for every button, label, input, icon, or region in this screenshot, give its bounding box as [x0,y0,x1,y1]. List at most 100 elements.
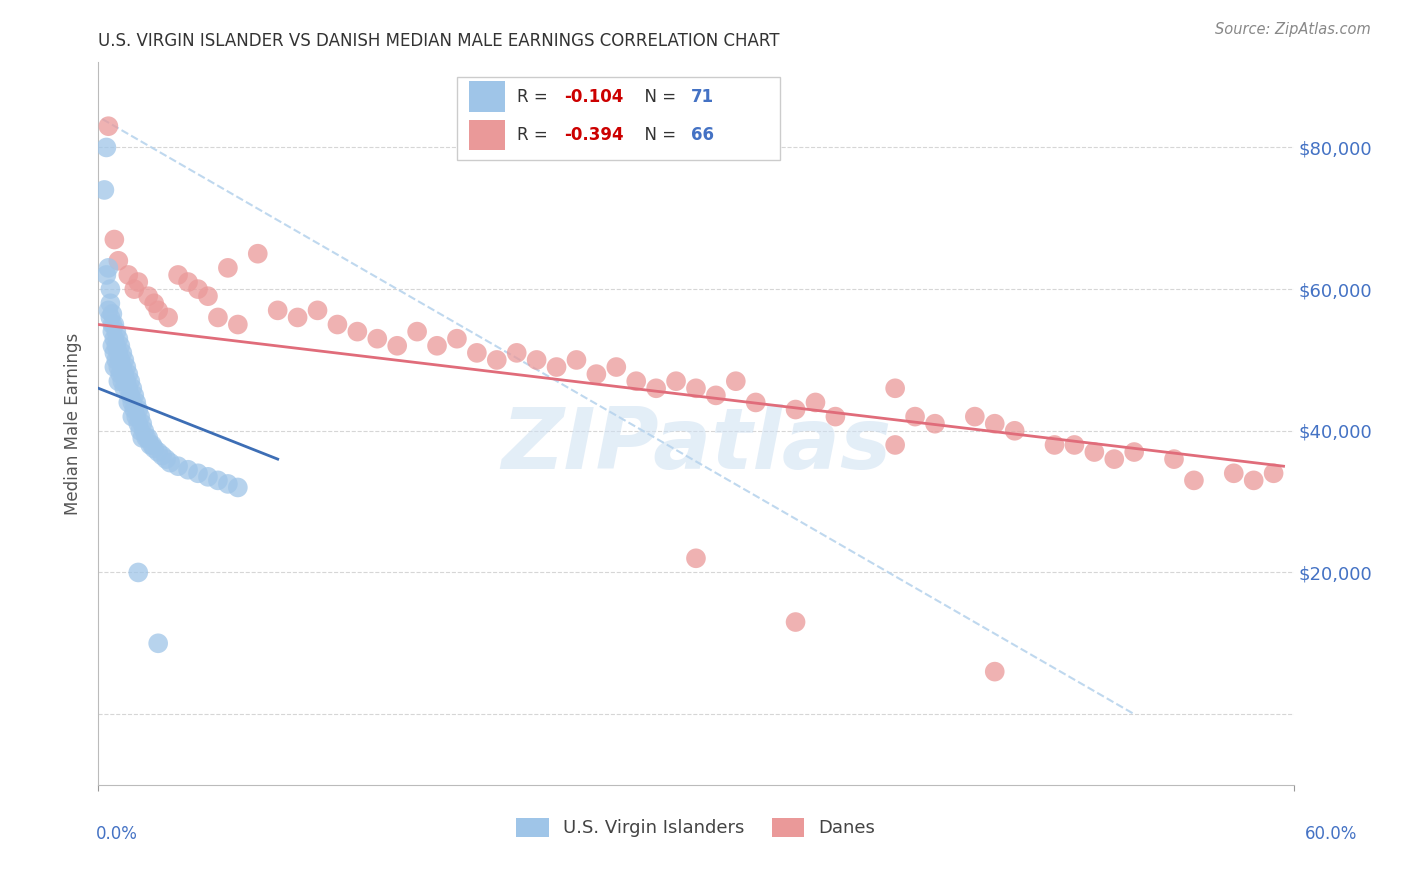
Point [605,359,627,374]
Text: ZIPatlas: ZIPatlas [501,404,891,487]
Point [103,318,125,332]
Point [111,374,134,388]
Point [155,452,177,467]
Text: 66: 66 [692,126,714,144]
Text: 71: 71 [692,87,714,105]
Point [143,296,166,310]
Point [135,431,157,445]
Point [1163,452,1185,467]
Point [197,289,219,303]
Text: N =: N = [634,126,681,144]
Point [1263,467,1285,481]
Text: R =: R = [517,87,553,105]
Point [98,282,122,296]
Point [120,388,142,402]
Text: U.S. VIRGIN ISLANDER VS DANISH MEDIAN MALE EARNINGS CORRELATION CHART: U.S. VIRGIN ISLANDER VS DANISH MEDIAN MA… [98,32,780,50]
Point [112,381,135,395]
Point [326,318,349,332]
Point [884,381,907,395]
Point [685,551,707,566]
Point [111,359,134,374]
Point [207,310,229,325]
Point [101,307,124,321]
Point [745,395,768,409]
Point [148,636,170,650]
Point [115,359,138,374]
Point [96,268,118,282]
Point [107,346,129,360]
Point [110,367,132,381]
Text: -0.104: -0.104 [565,87,624,105]
Point [226,318,249,332]
Point [129,409,152,424]
Point [159,456,181,470]
Point [366,332,388,346]
Point [197,470,219,484]
Point [141,438,163,452]
Point [124,388,146,402]
Point [1223,467,1246,481]
Point [804,395,827,409]
Point [131,417,153,431]
Point [148,303,170,318]
Point [1243,474,1265,488]
Text: N =: N = [634,87,681,105]
Bar [470,81,505,112]
Point [103,233,125,247]
Point [177,463,200,477]
Point [1104,452,1126,467]
Point [150,449,173,463]
Point [120,374,142,388]
Point [112,353,135,368]
Point [724,374,747,388]
Point [112,367,135,381]
Point [117,395,139,409]
Point [125,409,148,424]
Point [115,374,138,388]
Point [127,275,149,289]
Point [97,119,120,133]
Point [125,395,148,409]
Text: -0.394: -0.394 [565,126,624,144]
FancyBboxPatch shape [457,77,780,160]
Point [98,310,122,325]
Point [110,339,132,353]
Point [824,409,846,424]
Point [117,268,139,282]
Point [217,260,239,275]
Point [217,476,239,491]
Point [111,346,134,360]
Point [107,359,129,374]
Point [177,275,200,289]
Point [984,417,1007,431]
Point [187,467,209,481]
Text: R =: R = [517,126,553,144]
Point [129,424,152,438]
Text: 60.0%: 60.0% [1305,825,1357,843]
Point [134,424,156,438]
Point [105,339,128,353]
Point [101,325,124,339]
Point [127,417,149,431]
Point [307,303,329,318]
Text: 0.0%: 0.0% [96,825,138,843]
Point [704,388,727,402]
Point [1123,445,1146,459]
Point [167,268,190,282]
Point [139,438,162,452]
Point [465,346,488,360]
Point [110,353,132,368]
Legend: U.S. Virgin Islanders, Danes: U.S. Virgin Islanders, Danes [509,811,883,845]
Point [167,459,190,474]
Point [226,480,249,494]
Point [93,183,115,197]
Point [785,615,807,629]
Point [117,367,139,381]
Point [1083,445,1105,459]
Point [148,445,170,459]
Point [97,260,120,275]
Point [103,332,125,346]
Point [121,409,143,424]
Point [963,409,986,424]
Point [136,289,159,303]
